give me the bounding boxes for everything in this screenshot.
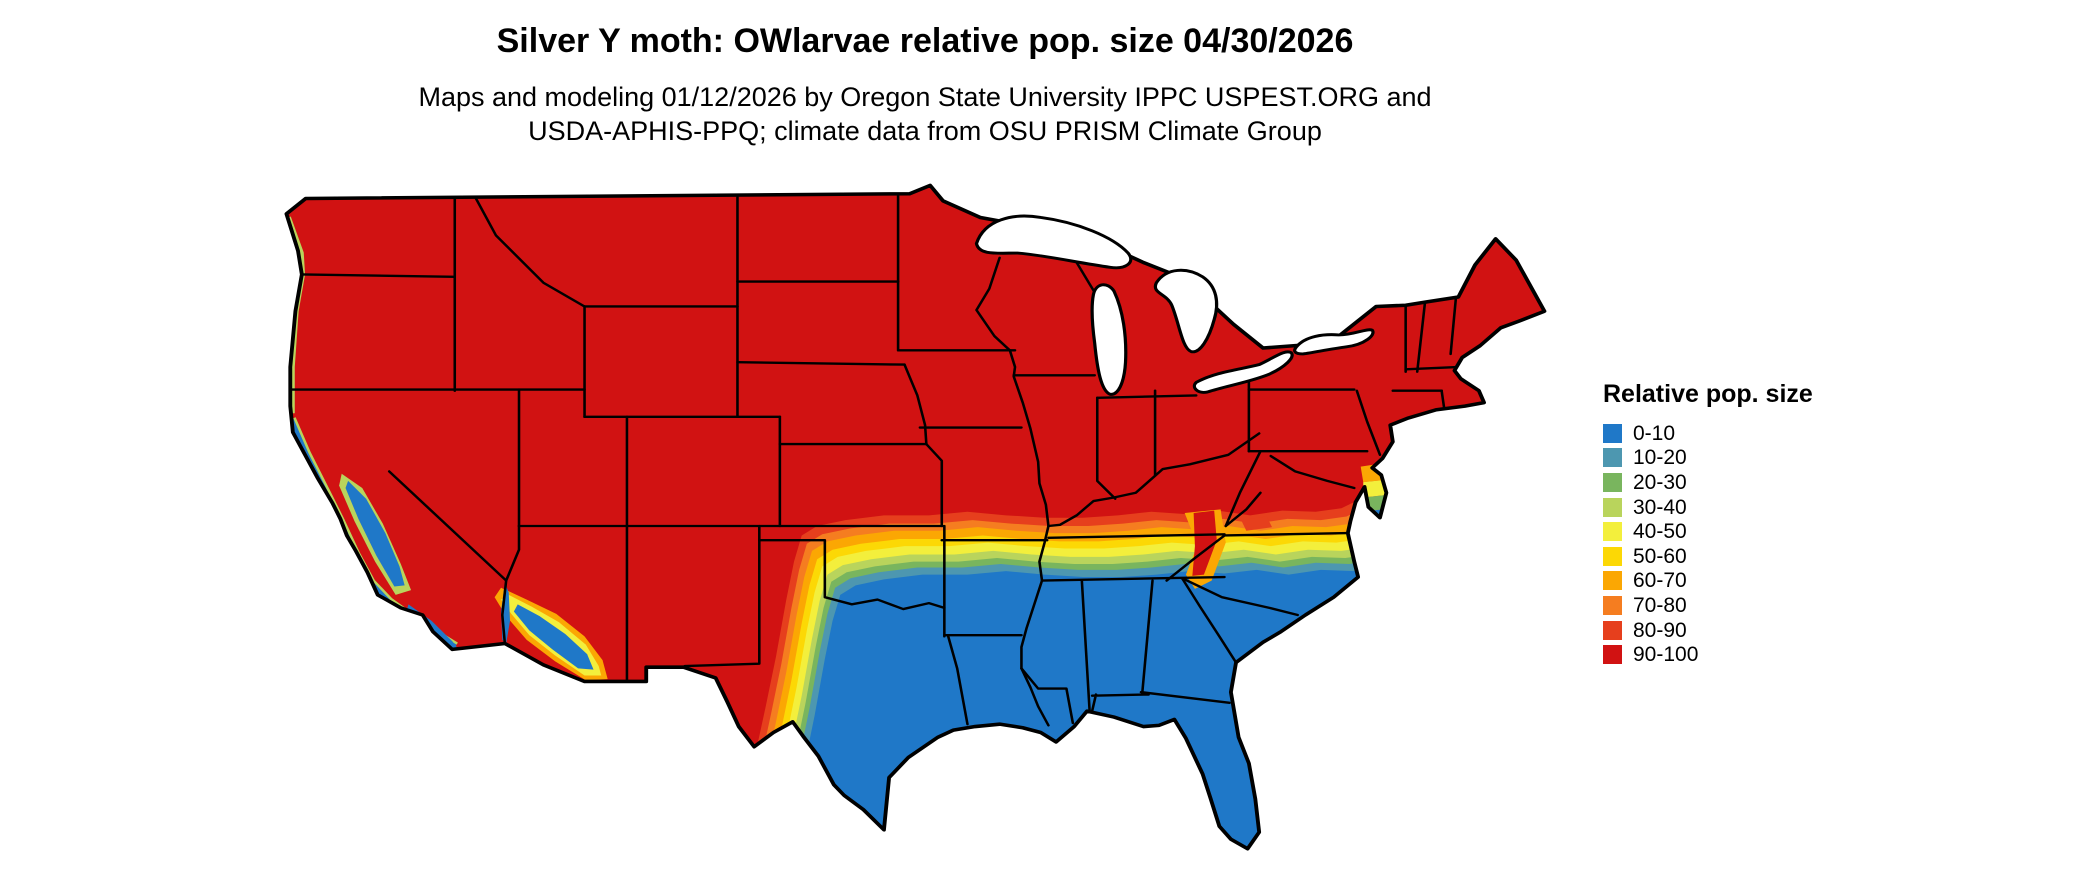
legend-item: 40-50: [1603, 519, 1903, 544]
us-population-map: [284, 183, 1547, 851]
delmarva-yellow: [1363, 479, 1387, 498]
us-map-container: [280, 170, 1565, 882]
subtitle-line-2: USDA-APHIS-PPQ; climate data from OSU PR…: [528, 116, 1322, 146]
legend-label: 20-30: [1633, 470, 1687, 494]
legend-item: 60-70: [1603, 569, 1903, 594]
arizona-blue-core: [513, 604, 594, 670]
legend-title: Relative pop. size: [1603, 380, 1813, 408]
virginia-red-patch: [1241, 516, 1273, 531]
page-subtitle: Maps and modeling 01/12/2026 by Oregon S…: [0, 80, 1850, 148]
legend-item: 90-100: [1603, 642, 1903, 667]
us-outline: [284, 183, 1547, 851]
legend-item: 50-60: [1603, 544, 1903, 569]
state-borders: [288, 185, 1461, 727]
lake-superior: [974, 214, 1133, 270]
legend-swatch-20-30: [1603, 472, 1622, 492]
legend-label: 70-80: [1633, 593, 1687, 617]
legend-swatch-70-80: [1603, 595, 1622, 615]
legend-swatch-0-10: [1603, 423, 1622, 443]
legend-item: 10-20: [1603, 446, 1903, 471]
legend-label: 40-50: [1633, 520, 1687, 544]
legend: Relative pop. size 0-10 10-20 20-30 30-4…: [1603, 380, 1903, 667]
legend-label: 10-20: [1633, 446, 1687, 470]
legend-item: 0-10: [1603, 421, 1903, 446]
central-valley-blue: [345, 480, 405, 587]
legend-item: 20-30: [1603, 470, 1903, 495]
legend-label: 0-10: [1633, 421, 1676, 445]
legend-swatch-50-60: [1603, 546, 1622, 566]
great-lakes: [974, 214, 1375, 396]
legend-swatch-90-100: [1603, 645, 1622, 665]
legend-item: 80-90: [1603, 618, 1903, 643]
legend-item: 30-40: [1603, 495, 1903, 520]
population-raster: [286, 185, 1545, 849]
lake-ontario: [1293, 328, 1375, 356]
legend-label: 50-60: [1633, 544, 1687, 568]
legend-label: 30-40: [1633, 495, 1687, 519]
appalachian-red-tongue: [1192, 510, 1217, 576]
legend-swatch-30-40: [1603, 497, 1622, 517]
legend-item: 70-80: [1603, 593, 1903, 618]
legend-label: 60-70: [1633, 569, 1687, 593]
legend-label: 90-100: [1633, 643, 1699, 667]
page-title: Silver Y moth: OWlarvae relative pop. si…: [496, 22, 1354, 60]
legend-swatch-40-50: [1603, 522, 1622, 542]
legend-label: 80-90: [1633, 618, 1687, 642]
lake-huron: [1153, 268, 1219, 354]
legend-swatch-60-70: [1603, 571, 1622, 591]
legend-swatch-10-20: [1603, 448, 1622, 468]
lake-erie: [1192, 350, 1294, 394]
lake-michigan: [1090, 283, 1128, 396]
legend-swatch-80-90: [1603, 620, 1622, 640]
subtitle-line-1: Maps and modeling 01/12/2026 by Oregon S…: [418, 82, 1432, 112]
